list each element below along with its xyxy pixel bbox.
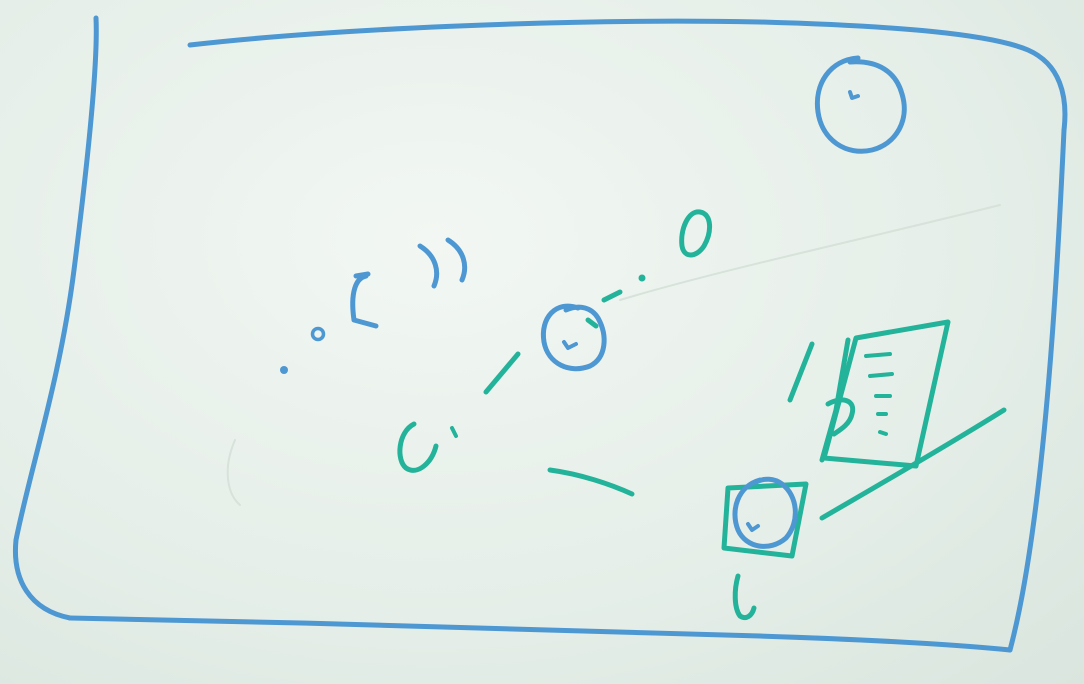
connector-dash [601, 289, 623, 303]
connector-dash [547, 467, 635, 497]
zero-mark [679, 209, 712, 258]
diagonal-connector [819, 407, 1007, 521]
connector-dash [483, 351, 521, 395]
frame-right-stroke [1007, 127, 1067, 653]
erased-smudge [619, 204, 1001, 301]
square-stem [732, 573, 757, 621]
document-sheet [787, 319, 951, 469]
connector-dash [585, 317, 599, 329]
erased-smudge [226, 439, 241, 506]
connector-dot [638, 274, 646, 282]
frame-left-stroke [12, 15, 99, 621]
hook-mark [397, 421, 458, 473]
frame-bottom-stroke [67, 615, 1013, 653]
center-node [540, 303, 607, 372]
square-node [721, 476, 809, 559]
bracket-cluster [280, 237, 468, 374]
frame-top-stroke [187, 18, 1068, 133]
sun-circle [814, 55, 907, 154]
